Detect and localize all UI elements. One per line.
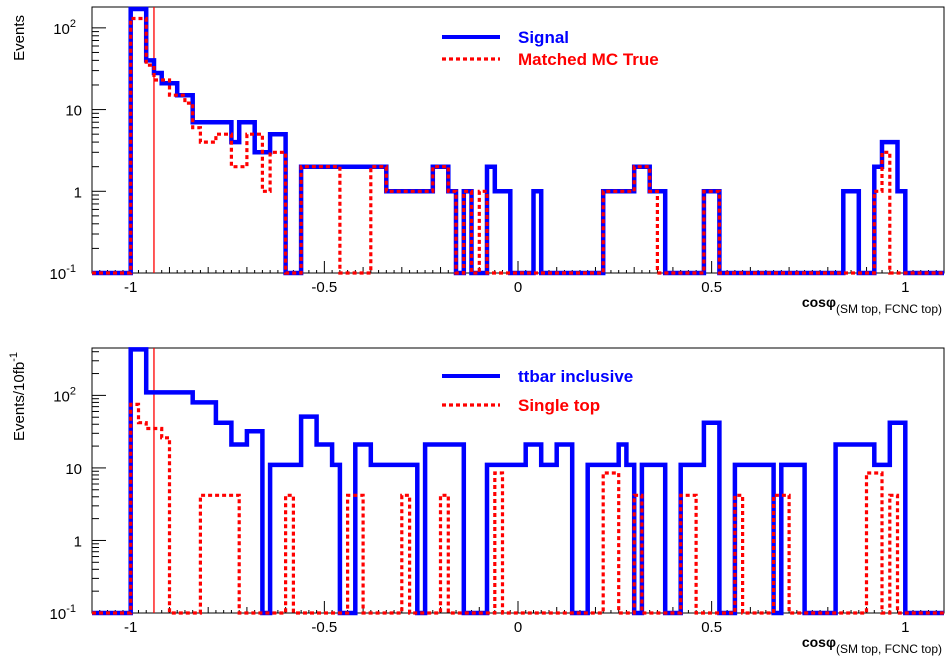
x-tick-label: 1 (901, 279, 909, 296)
legend-label: Signal (518, 28, 569, 47)
y-tick-exponent: -1 (66, 603, 76, 615)
y-tick-base: 10 (65, 103, 82, 120)
x-tick-label: -0.5 (311, 279, 337, 296)
y-tick-label: 1 (74, 184, 82, 201)
y-tick-base: 10 (53, 388, 70, 405)
series-solid-0 (92, 6, 944, 276)
x-tick-label: -0.5 (311, 619, 337, 636)
y-tick-label: 10-1 (50, 263, 76, 283)
y-tick-label: 10 (65, 103, 82, 120)
x-axis-title-sub: (SM top, FCNC top) (836, 642, 942, 656)
y-tick-base: 1 (74, 533, 82, 550)
x-tick-label: 0.5 (701, 279, 722, 296)
x-axis-title-sub: (SM top, FCNC top) (836, 302, 942, 316)
x-axis-title-main: cosφ (802, 294, 836, 310)
y-tick-exponent: -1 (66, 263, 76, 275)
y-tick-label: 102 (53, 18, 76, 38)
y-axis-title: Events/10fb-1 (8, 352, 28, 441)
x-tick-label: -1 (124, 279, 137, 296)
y-tick-label: 1 (74, 533, 82, 550)
y-tick-base: 10 (65, 461, 82, 478)
y-tick-label: 102 (53, 385, 76, 405)
legend-label: Matched MC True (518, 50, 659, 69)
y-axis-title-text: Events/10fb (11, 362, 28, 441)
x-tick-label: 1 (901, 619, 909, 636)
y-axis-title-text: Events (11, 15, 28, 61)
y-axis-title-sup: -1 (8, 352, 20, 362)
legend-label: ttbar inclusive (518, 367, 633, 386)
x-tick-label: 0 (514, 279, 522, 296)
x-tick-label: 0.5 (701, 619, 722, 636)
y-tick-base: 1 (74, 184, 82, 201)
y-tick-base: 10 (50, 266, 67, 283)
y-tick-base: 10 (50, 606, 67, 623)
series-dashed-1 (92, 16, 944, 275)
x-axis-title: cosφ(SM top, FCNC top) (802, 634, 942, 656)
x-tick-label: -1 (124, 619, 137, 636)
x-tick-label: 0 (514, 619, 522, 636)
bottom-panel: -1 -0.5 0 0.5 110-1110102Events/10fb-1cosφ(S… (8, 347, 945, 656)
y-tick-exponent: 2 (70, 18, 76, 30)
plot-frame (91, 347, 945, 614)
legend-label: Single top (518, 396, 600, 415)
y-axis-title: Events (11, 15, 28, 61)
x-axis-title: cosφ(SM top, FCNC top) (802, 294, 942, 316)
y-tick-exponent: 2 (70, 385, 76, 397)
y-tick-base: 10 (53, 21, 70, 38)
series-dashed-1 (92, 402, 944, 615)
y-tick-label: 10-1 (50, 603, 76, 623)
x-axis-title-main: cosφ (802, 634, 836, 650)
y-tick-label: 10 (65, 461, 82, 478)
series-solid-0 (92, 347, 944, 616)
